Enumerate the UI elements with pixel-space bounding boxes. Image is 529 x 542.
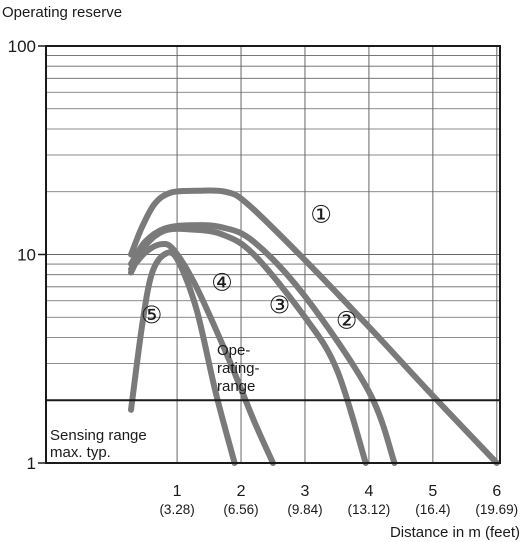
x-tick-sublabel: (19.69) [475, 502, 518, 517]
labels: 1 10 100 1 (3.28) 2 (6.56) 3 (9.84) 4 (13.12) 5 (16.… [8, 37, 519, 517]
x-tick-sublabel: (16.4) [415, 502, 450, 517]
x-tick-label: 3 [301, 483, 310, 500]
x-tick-sublabel: (6.56) [223, 502, 258, 517]
x-tick-label: 2 [237, 483, 246, 500]
operating-range-label-line: range [217, 378, 255, 395]
curve-3 [128, 225, 369, 466]
curve-1 [128, 187, 500, 466]
curve-5 [128, 249, 238, 466]
x-tick-label: 5 [428, 483, 437, 500]
series-label-4: ④ [211, 269, 233, 296]
operating-range-label-line: Ope- [217, 342, 250, 359]
x-tick-sublabel: (9.84) [287, 502, 322, 517]
x-tick-label: 1 [173, 483, 182, 500]
y-tick-label: 10 [17, 246, 36, 265]
y-axis-label: Operating reserve [2, 4, 122, 21]
x-tick-label: 4 [364, 483, 373, 500]
x-tick-label: 6 [492, 483, 501, 500]
series-label-3: ③ [269, 292, 291, 319]
series-label-2: ② [336, 307, 358, 334]
y-tick-label: 1 [27, 454, 36, 473]
curves [128, 187, 500, 466]
x-tick-sublabel: (3.28) [159, 502, 194, 517]
y-tick-label: 100 [8, 37, 36, 56]
series-label-5: ⑤ [141, 302, 163, 329]
series-label-1: ① [310, 201, 332, 228]
x-axis-label: Distance in m (feet) [390, 524, 520, 541]
curve-4 [128, 240, 276, 466]
sensing-range-label-line-2: max. typ. [50, 444, 111, 461]
x-tick-sublabel: (13.12) [348, 502, 391, 517]
sensing-range-label-line-1: Sensing range [50, 427, 147, 444]
operating-range-label-line: rating- [217, 360, 260, 377]
